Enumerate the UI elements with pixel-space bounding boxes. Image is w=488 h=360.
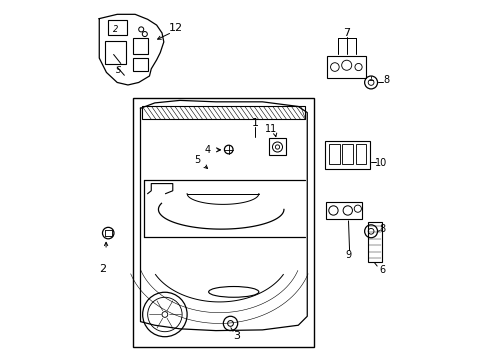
Text: 3: 3 bbox=[233, 331, 240, 341]
Text: 9: 9 bbox=[345, 250, 351, 260]
Bar bbox=[133, 39, 147, 54]
Text: 1: 1 bbox=[251, 118, 258, 128]
Text: 12: 12 bbox=[169, 23, 183, 33]
Bar bbox=[104, 41, 126, 64]
Text: 2: 2 bbox=[99, 264, 106, 274]
Bar bbox=[133, 98, 314, 347]
Text: 2: 2 bbox=[113, 25, 119, 34]
Text: 5: 5 bbox=[194, 155, 200, 165]
Text: 4: 4 bbox=[203, 145, 210, 155]
Bar bbox=[328, 144, 339, 164]
Text: 10: 10 bbox=[375, 158, 387, 168]
Bar bbox=[355, 144, 366, 164]
Text: 8: 8 bbox=[379, 224, 385, 234]
Text: 8: 8 bbox=[382, 75, 388, 85]
Text: 11: 11 bbox=[264, 124, 276, 134]
Bar bbox=[133, 58, 147, 71]
Bar bbox=[325, 140, 369, 168]
Bar bbox=[342, 144, 352, 164]
Text: 7: 7 bbox=[343, 28, 349, 38]
Bar bbox=[326, 56, 366, 78]
Bar bbox=[107, 21, 127, 36]
Bar bbox=[268, 138, 285, 155]
Bar bbox=[325, 202, 362, 220]
Bar bbox=[142, 107, 305, 119]
Text: S: S bbox=[115, 66, 121, 75]
Bar bbox=[367, 222, 381, 262]
Text: 6: 6 bbox=[379, 265, 385, 275]
